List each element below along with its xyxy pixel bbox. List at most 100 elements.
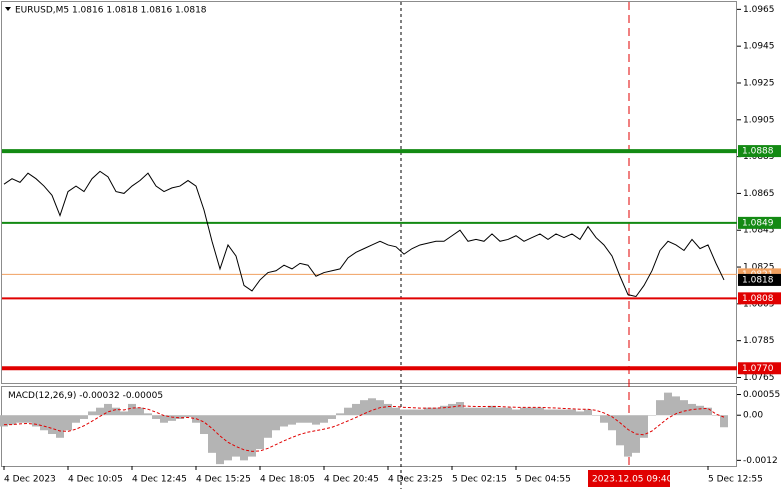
x-tick-label: 4 Dec 2023 — [4, 475, 56, 485]
macd-bar — [16, 415, 24, 423]
macd-bar — [400, 409, 408, 416]
x-tick-label: 4 Dec 10:05 — [68, 475, 123, 485]
macd-bar — [96, 407, 104, 416]
macd-bar — [72, 415, 80, 423]
macd-bar — [64, 415, 72, 431]
macd-bar — [712, 415, 720, 416]
menu-arrow — [5, 7, 11, 11]
macd-bar — [624, 415, 632, 457]
macd-bar — [128, 403, 136, 416]
macd-bar — [496, 407, 504, 416]
macd-bar — [168, 415, 176, 421]
y-tick-label: 1.0825 — [743, 263, 775, 273]
macd-bar — [264, 415, 272, 438]
y-tick-label: 1.0945 — [743, 42, 775, 52]
level-label-bg — [738, 145, 781, 158]
x-tick-label: 4 Dec 15:25 — [196, 475, 251, 485]
macd-signal — [4, 405, 725, 452]
macd-bar — [24, 415, 32, 423]
macd-bar — [224, 415, 232, 461]
level-label: 1.0849 — [742, 218, 774, 228]
y-tick-label: 0.00 — [743, 411, 763, 421]
x-tick-label: 5 Dec 12:55 — [708, 475, 763, 485]
macd-bar — [0, 415, 8, 427]
macd-bar — [136, 407, 144, 416]
macd-bar — [544, 409, 552, 416]
level-label: 1.0770 — [742, 364, 774, 374]
macd-bar — [184, 415, 192, 418]
macd-signal-last: -0.00005 — [123, 391, 163, 401]
y-tick-label: 1.0905 — [743, 115, 775, 125]
macd-bar — [160, 415, 168, 423]
macd-bar — [432, 407, 440, 416]
macd-bar — [592, 415, 600, 416]
macd-bar — [720, 415, 728, 428]
cursor-label-bg — [588, 470, 670, 487]
macd-bar — [584, 409, 592, 416]
macd-bar — [40, 415, 48, 431]
macd-bar — [344, 407, 352, 416]
cursor-label-text: 2023.12.05 09:40 — [592, 475, 673, 485]
y-tick-label: 1.0765 — [743, 373, 775, 383]
macd-bar — [568, 409, 576, 416]
macd-bar — [456, 402, 464, 416]
macd-bar — [616, 415, 624, 446]
macd-bar — [272, 415, 280, 431]
macd-bar — [200, 415, 208, 435]
x-tick-label: 4 Dec 20:45 — [324, 475, 379, 485]
level-label-bg — [738, 292, 781, 305]
macd-bar — [232, 415, 240, 457]
macd-bar — [152, 415, 160, 419]
macd-bar — [672, 396, 680, 416]
macd-bar — [360, 400, 368, 416]
macd-name: MACD(12,26,9) — [8, 391, 76, 401]
macd-bar — [448, 403, 456, 416]
macd-bar — [696, 405, 704, 416]
macd-bar — [472, 407, 480, 416]
macd-bar — [464, 407, 472, 416]
y-tick-label: -0.0012 — [743, 456, 778, 466]
macd-bar — [104, 403, 112, 416]
macd-bar — [608, 415, 616, 431]
macd-bar — [296, 415, 304, 423]
macd-bar — [384, 403, 392, 416]
chart-title: EURUSD,M5 1.0816 1.0818 1.0816 1.0818 — [15, 6, 207, 16]
macd-bar — [88, 411, 96, 416]
x-tick-label: 5 Dec 02:15 — [452, 475, 507, 485]
macd-bar — [336, 413, 344, 416]
level-label: 1.0888 — [742, 147, 774, 157]
macd-bar — [656, 400, 664, 416]
macd-bar — [576, 411, 584, 416]
price-label-bg — [738, 273, 781, 286]
macd-bar — [520, 407, 528, 416]
y-tick-label: 1.0865 — [743, 189, 775, 199]
y-tick-label: 1.0845 — [743, 226, 775, 236]
macd-hist-last: -0.00032 — [79, 391, 119, 401]
macd-title: MACD(12,26,9) -0.00032 -0.00005 — [8, 391, 163, 401]
macd-bar — [280, 415, 288, 427]
macd-bar — [368, 398, 376, 416]
x-tick-label: 5 Dec 04:55 — [516, 475, 571, 485]
macd-bar — [208, 415, 216, 453]
x-tick-label: 4 Dec 12:45 — [132, 475, 187, 485]
macd-bar — [600, 415, 608, 423]
cursor-label: 2023.12.05 09:40 — [588, 470, 673, 487]
macd-bar — [680, 400, 688, 416]
macd-bar — [536, 407, 544, 416]
level-label: 1.0808 — [742, 294, 774, 304]
macd-bar — [240, 415, 248, 461]
macd-bar — [328, 415, 336, 419]
price-label: 1.0818 — [742, 275, 774, 285]
x-tick-label: 4 Dec 23:25 — [388, 475, 443, 485]
macd-bar — [504, 407, 512, 416]
y-tick-label: 1.0885 — [743, 152, 775, 162]
macd-bar — [256, 415, 264, 450]
level-label-bg — [738, 362, 781, 375]
macd-bar — [416, 409, 424, 416]
macd-bar — [440, 405, 448, 416]
macd-bar — [648, 415, 656, 416]
macd-bar — [664, 392, 672, 416]
macd-bar — [312, 415, 320, 425]
